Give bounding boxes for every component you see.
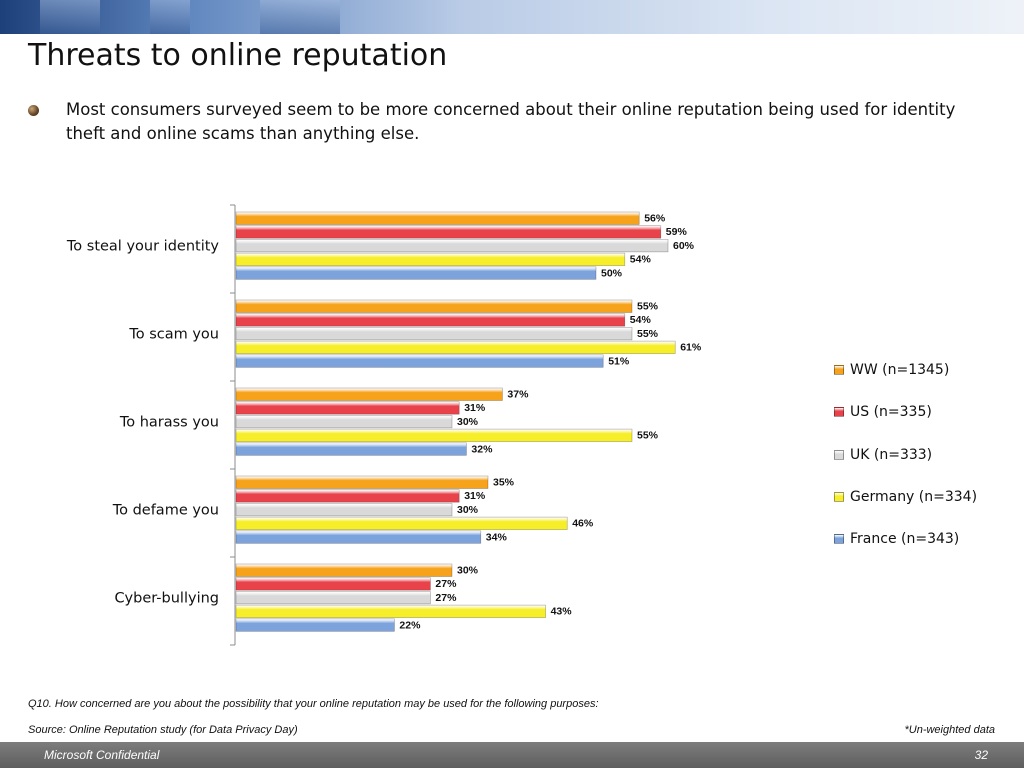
bar — [235, 577, 431, 591]
bar — [235, 489, 460, 503]
bar — [235, 252, 626, 266]
data-label: 55% — [637, 301, 659, 313]
bar — [235, 530, 482, 544]
legend-label: UK (n=333) — [850, 446, 933, 463]
legend-label: Germany (n=334) — [850, 488, 978, 505]
footer-confidential: Microsoft Confidential — [44, 748, 160, 762]
legend-swatch — [834, 407, 844, 418]
data-label: 22% — [399, 619, 421, 631]
footer-bar — [0, 742, 1024, 768]
data-label: 31% — [464, 490, 486, 502]
banner-building-graphic — [40, 0, 100, 34]
banner-building-graphic — [260, 0, 340, 34]
legend-item: WW (n=1345) — [834, 360, 949, 380]
category-label: Cyber-bullying — [114, 590, 219, 606]
bar — [235, 266, 597, 280]
data-label: 54% — [630, 314, 652, 326]
bar — [235, 591, 431, 605]
legend-item: US (n=335) — [834, 402, 932, 422]
bar — [235, 475, 489, 489]
data-label: 46% — [572, 518, 594, 530]
bar — [235, 313, 626, 327]
category-label: To defame you — [112, 502, 219, 518]
bar — [235, 354, 604, 368]
bar — [235, 563, 453, 577]
bar — [235, 618, 395, 632]
bar — [235, 299, 633, 313]
bar — [235, 225, 662, 239]
bar — [235, 604, 546, 618]
page-number: 32 — [974, 748, 988, 762]
data-label: 43% — [551, 606, 573, 618]
footnote-unweighted: *Un-weighted data — [904, 724, 995, 736]
category-label: To scam you — [128, 326, 219, 342]
bar — [235, 442, 467, 456]
category-label: To harass you — [119, 414, 219, 430]
legend-swatch — [834, 449, 844, 460]
legend-swatch — [834, 365, 844, 375]
bullet-icon — [28, 105, 39, 116]
bar — [235, 327, 633, 341]
bar — [235, 415, 453, 429]
bar — [235, 387, 503, 401]
data-label: 51% — [608, 355, 630, 367]
legend-item: Germany (n=334) — [834, 487, 977, 507]
data-label: 27% — [435, 578, 457, 590]
footnote-question: Q10. How concerned are you about the pos… — [28, 698, 599, 710]
data-label: 54% — [630, 254, 652, 266]
bar — [235, 503, 453, 517]
banner-building-graphic — [150, 0, 190, 34]
data-label: 27% — [435, 592, 457, 604]
bar — [235, 401, 460, 415]
bar — [235, 340, 676, 354]
footnote-source: Source: Online Reputation study (for Dat… — [28, 724, 298, 736]
data-label: 59% — [666, 226, 688, 238]
data-label: 30% — [457, 565, 479, 577]
data-label: 30% — [457, 504, 479, 516]
data-label: 50% — [601, 267, 623, 279]
bar — [235, 239, 669, 253]
bar-chart: To steal your identity 56%59% 60% 54% 50% To … — [66, 204, 702, 646]
legend-label: WW (n=1345) — [850, 362, 950, 378]
legend-item: UK (n=333) — [834, 445, 932, 465]
bar — [235, 516, 568, 530]
legend-label: US (n=335) — [850, 404, 932, 421]
data-label: 60% — [673, 240, 695, 252]
data-label: 61% — [680, 342, 702, 354]
category-label: To steal your identity — [66, 238, 220, 254]
bullet-text: Most consumers surveyed seem to be more … — [66, 100, 956, 143]
data-label: 55% — [637, 430, 659, 442]
data-label: 56% — [644, 213, 666, 225]
slide-title: Threats to online reputation — [28, 38, 448, 73]
data-label: 55% — [637, 328, 659, 340]
bar — [235, 211, 640, 225]
data-label: 35% — [493, 477, 515, 489]
legend-item: France (n=343) — [834, 529, 959, 549]
legend-swatch — [834, 491, 844, 502]
data-label: 34% — [486, 531, 508, 543]
data-label: 31% — [464, 402, 486, 414]
bar — [235, 428, 633, 442]
data-label: 37% — [507, 389, 529, 401]
header-banner — [0, 0, 1024, 34]
data-label: 30% — [457, 416, 479, 428]
legend-label: France (n=343) — [850, 531, 960, 548]
legend-swatch — [834, 534, 844, 545]
data-label: 32% — [471, 443, 493, 455]
